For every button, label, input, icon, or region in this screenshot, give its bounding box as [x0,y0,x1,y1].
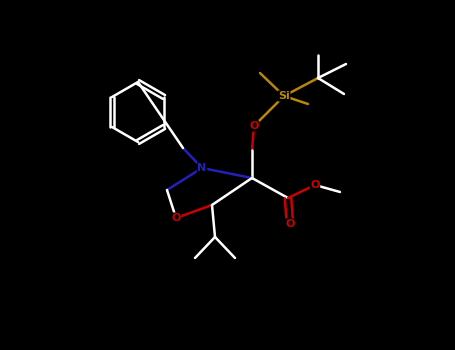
Text: O: O [310,180,320,190]
Text: O: O [172,213,181,223]
Text: Si: Si [278,91,290,101]
Text: N: N [197,163,207,173]
Text: O: O [285,219,295,229]
Text: O: O [249,121,259,131]
